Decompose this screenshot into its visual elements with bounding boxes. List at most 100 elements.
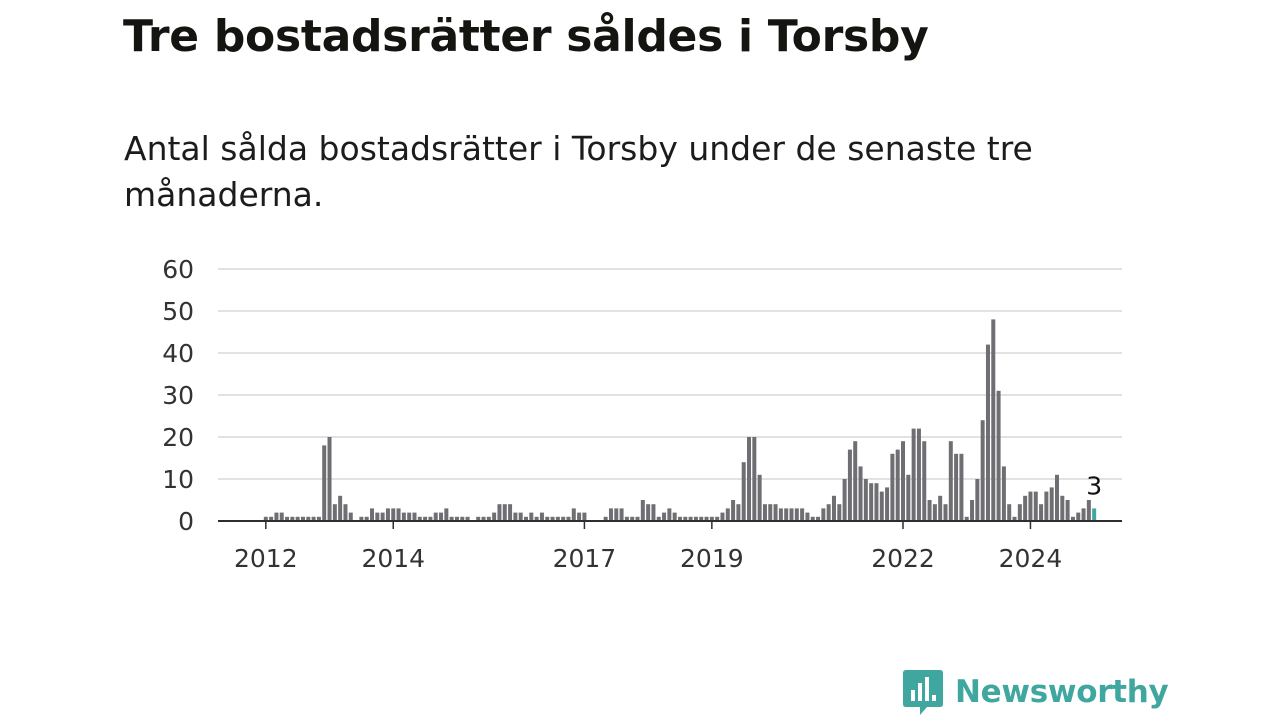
y-tick-label: 10: [162, 465, 194, 494]
bar: [768, 504, 773, 521]
bar: [285, 516, 290, 521]
bar: [646, 504, 651, 521]
bar: [274, 512, 279, 521]
bar: [380, 512, 385, 521]
x-tick-label: 2024: [999, 544, 1063, 573]
bar: [916, 428, 921, 521]
x-tick-label: 2017: [553, 544, 617, 573]
bar: [300, 516, 305, 521]
bar: [1049, 487, 1054, 521]
bar: [343, 504, 348, 521]
bar: [279, 512, 284, 521]
bar: [1081, 508, 1086, 521]
bar: [869, 483, 874, 521]
bar: [338, 495, 343, 521]
bar: [385, 508, 390, 521]
bar: [800, 508, 805, 521]
bar: [853, 441, 858, 521]
bar: [1039, 504, 1044, 521]
bar: [1065, 500, 1070, 521]
brand-logo: Newsworthy: [903, 670, 1169, 715]
bar: [741, 462, 746, 521]
brand-name: Newsworthy: [955, 674, 1169, 710]
bar: [932, 504, 937, 521]
bar: [927, 500, 932, 521]
bar: [316, 516, 321, 521]
bar: [773, 504, 778, 521]
bars: [263, 319, 1097, 521]
y-tick-label: 50: [162, 297, 194, 326]
bar: [375, 512, 380, 521]
bar: [821, 508, 826, 521]
bar: [545, 516, 550, 521]
bar: [847, 449, 852, 521]
bar: [513, 512, 518, 521]
bar: [550, 516, 555, 521]
bar: [1012, 516, 1017, 521]
bar: [736, 504, 741, 521]
bar: [1055, 474, 1059, 521]
bar: [486, 516, 491, 521]
bar: [879, 491, 884, 521]
bar: [454, 516, 459, 521]
bar: [582, 512, 587, 521]
bar: [810, 516, 815, 521]
bar: [1017, 504, 1022, 521]
bar: [322, 445, 327, 521]
chart-title: Tre bostadsrätter såldes i Torsby: [123, 11, 929, 62]
bar: [608, 508, 613, 521]
bar: [359, 516, 364, 521]
bar: [693, 516, 698, 521]
bar: [1070, 516, 1075, 521]
bar: [985, 344, 990, 521]
bar: [922, 441, 927, 521]
bar: [948, 441, 953, 521]
bar: [348, 512, 353, 521]
y-axis-ticks: 0 10 20 30 40 50 60: [162, 255, 194, 536]
grid-lines: [218, 268, 1122, 480]
bar: [640, 500, 645, 521]
bar: [449, 516, 454, 521]
bar: [518, 512, 523, 521]
bar: [524, 516, 528, 521]
bar: [651, 504, 656, 521]
bar: [1033, 491, 1038, 521]
bar: [603, 516, 608, 521]
bar: [614, 508, 619, 521]
bar-chart-speech-bubble-icon: [903, 670, 943, 715]
bar: [433, 512, 438, 521]
bar: [407, 512, 412, 521]
bar: [683, 516, 688, 521]
bar: [731, 500, 736, 521]
y-tick-label: 20: [162, 423, 194, 452]
bar: [938, 495, 943, 521]
bar: [1007, 504, 1012, 521]
bar: [906, 474, 911, 521]
bar: [295, 516, 300, 521]
bar: [508, 504, 513, 521]
bar: [529, 512, 534, 521]
bar: [539, 512, 544, 521]
bar: [943, 504, 948, 521]
bar: [863, 479, 868, 521]
bar: [428, 516, 433, 521]
bar: [630, 516, 635, 521]
bar: [656, 516, 661, 521]
bar: [311, 516, 316, 521]
bar: [1092, 508, 1097, 521]
y-tick-label: 30: [162, 381, 194, 410]
bar: [895, 449, 900, 521]
chart-subtitle: Antal sålda bostadsrätter i Torsby under…: [124, 129, 1033, 214]
bar: [677, 516, 682, 521]
bar: [720, 512, 725, 521]
bar: [816, 516, 821, 521]
bar: [901, 441, 906, 521]
x-tick-label: 2019: [680, 544, 744, 573]
bar: [1060, 495, 1065, 521]
x-axis-ticks: 2012 2014 2017 2019 2022 2024: [234, 521, 1062, 573]
bar: [667, 508, 672, 521]
bar: [725, 508, 730, 521]
bar: [662, 512, 667, 521]
bar: [492, 512, 497, 521]
